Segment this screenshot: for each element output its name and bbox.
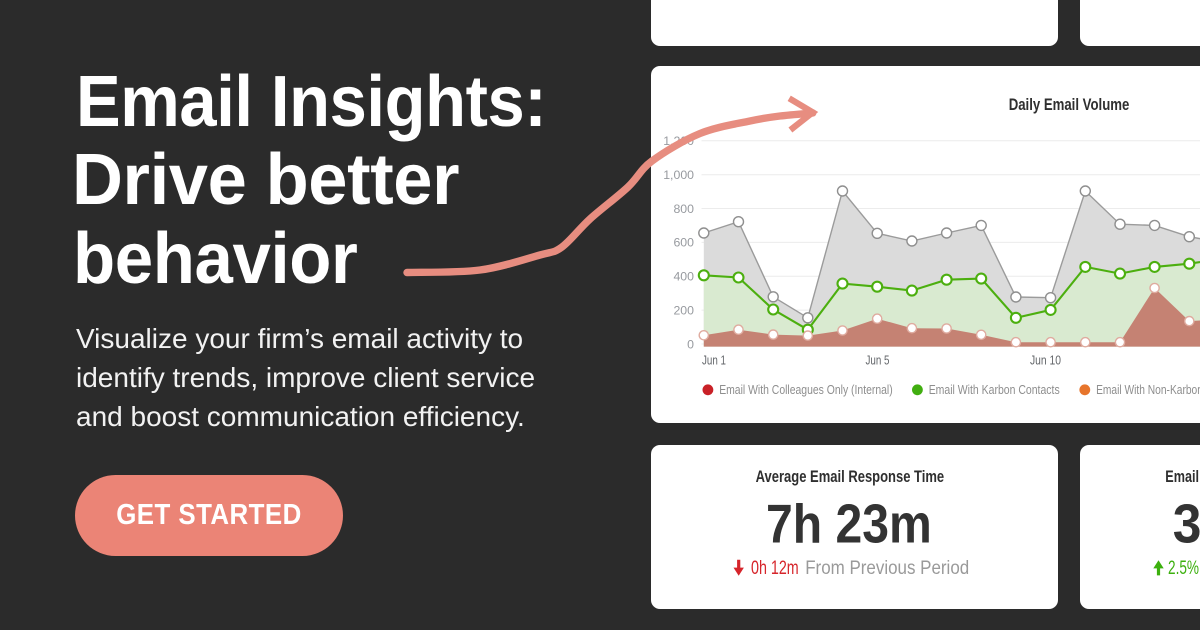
svg-text:0h 12m: 0h 12m	[751, 558, 799, 579]
svg-text:Email With Colleagues Only (In: Email With Colleagues Only (Internal)	[719, 382, 893, 397]
svg-text:0: 0	[687, 337, 694, 351]
svg-text:Jun 10: Jun 10	[1030, 353, 1061, 368]
svg-text:Email: Email	[1165, 468, 1199, 486]
svg-text:600: 600	[673, 236, 694, 250]
svg-text:800: 800	[673, 202, 694, 216]
svg-text:200: 200	[673, 303, 694, 317]
svg-text:Jun 5: Jun 5	[866, 353, 890, 368]
svg-text:Email With Non-Karbon Contacts: Email With Non-Karbon Contacts	[1096, 382, 1200, 397]
svg-text:7h 23m: 7h 23m	[766, 493, 932, 555]
svg-text:3,204: 3,204	[1173, 493, 1200, 555]
svg-text:2.5%: 2.5%	[1168, 558, 1199, 579]
svg-text:Email With Karbon Contacts: Email With Karbon Contacts	[929, 382, 1060, 397]
svg-text:Average Email Response Time: Average Email Response Time	[756, 468, 945, 486]
svg-text:From Previous Period: From Previous Period	[805, 558, 969, 579]
svg-text:400: 400	[673, 270, 694, 284]
svg-text:Daily Email Volume: Daily Email Volume	[1009, 96, 1130, 114]
svg-text:Jun 1: Jun 1	[702, 353, 726, 368]
svg-text:1,000: 1,000	[663, 168, 694, 182]
